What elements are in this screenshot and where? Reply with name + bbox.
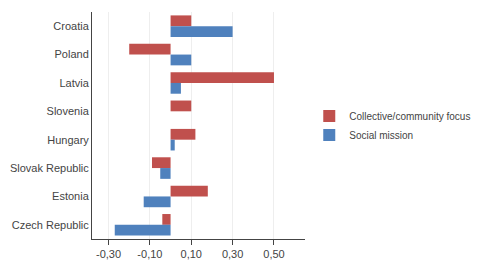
svg-text:Latvia: Latvia (59, 77, 89, 89)
svg-text:0,50: 0,50 (263, 248, 284, 260)
svg-text:-0,30: -0,30 (96, 248, 121, 260)
svg-text:Hungary: Hungary (47, 134, 89, 146)
svg-text:Poland: Poland (55, 48, 89, 60)
svg-text:Collective/community focus: Collective/community focus (349, 111, 470, 122)
svg-text:0,10: 0,10 (181, 248, 202, 260)
svg-text:0,30: 0,30 (222, 248, 243, 260)
svg-text:Social mission: Social mission (349, 130, 413, 141)
svg-text:Czech Republic: Czech Republic (12, 219, 90, 231)
svg-text:Slovenia: Slovenia (47, 105, 90, 117)
svg-text:Slovak Republic: Slovak Republic (10, 162, 89, 174)
svg-text:-0,10: -0,10 (137, 248, 162, 260)
svg-text:Croatia: Croatia (53, 20, 89, 32)
svg-text:Estonia: Estonia (52, 190, 90, 202)
